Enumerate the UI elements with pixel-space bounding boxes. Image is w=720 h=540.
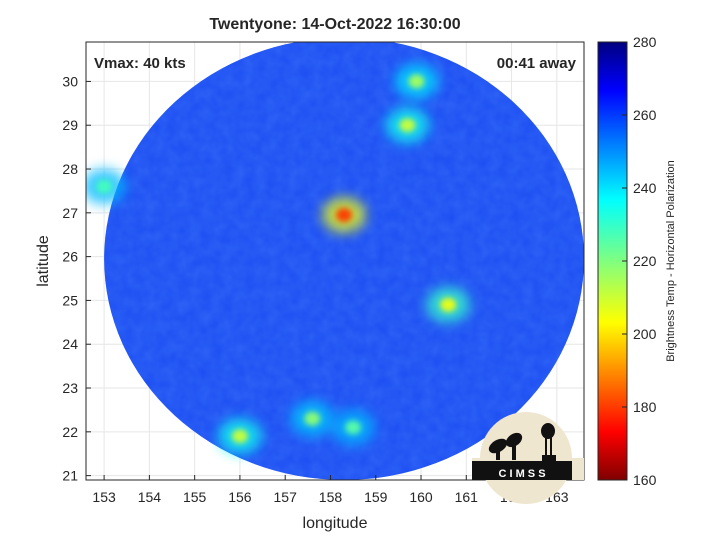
x-tick-label: 155 (183, 489, 207, 505)
swath-texture (104, 42, 584, 480)
x-tick-label: 156 (228, 489, 252, 505)
colorbar-tick-label: 180 (633, 399, 657, 415)
x-tick-label: 161 (455, 489, 479, 505)
colorbar-tick-label: 240 (633, 180, 657, 196)
feature-core-east-band-mid (399, 118, 416, 133)
y-axis-label: latitude (35, 235, 52, 287)
feature-core-south-east-cell (345, 420, 362, 435)
x-tick-label: 160 (409, 489, 433, 505)
y-axis-ticks: 21 22 23 24 25 26 27 28 29 30 (62, 73, 91, 484)
figure-title: Twentyone: 14-Oct-2022 16:30:00 (209, 16, 460, 33)
colorbar-label: Brightness Temp - Horizontal Polarizatio… (665, 160, 677, 362)
x-tick-label: 153 (92, 489, 116, 505)
colorbar-ticks: 160 180 200 220 240 260 280 (622, 34, 657, 488)
y-tick-label: 24 (62, 336, 78, 352)
y-tick-label: 30 (62, 73, 78, 89)
convection-features (86, 63, 471, 455)
y-tick-label: 28 (62, 161, 78, 177)
feature-core-east-band-north (408, 74, 425, 89)
x-tick-label: 159 (364, 489, 388, 505)
axes-box (85, 41, 585, 481)
colorbar-tick-label: 220 (633, 253, 657, 269)
feature-core-west-bright-dot (231, 429, 248, 444)
feature-core-east-cell (440, 297, 457, 312)
colorbar-tick-label: 280 (633, 34, 657, 50)
y-tick-label: 25 (62, 292, 78, 308)
x-tick-label: 158 (319, 489, 343, 505)
y-tick-label: 22 (62, 424, 78, 440)
y-tick-label: 21 (62, 468, 78, 484)
colorbar-tick-label: 200 (633, 326, 657, 342)
vmax-annotation: Vmax: 40 kts (94, 55, 186, 72)
y-tick-label: 23 (62, 380, 78, 396)
time-away-annotation: 00:41 away (497, 55, 577, 72)
logo-text: C I M S S (498, 468, 545, 480)
colorbar-tick-label: 160 (633, 472, 657, 488)
feature-core-hot-core (336, 208, 353, 223)
x-tick-label: 154 (138, 489, 162, 505)
x-axis-label: longitude (303, 515, 368, 532)
y-tick-label: 27 (62, 205, 78, 221)
colorbar-tick-label: 260 (633, 107, 657, 123)
feature-core-south-cell (304, 411, 321, 426)
brightness-temperature-swath (86, 42, 584, 480)
y-tick-label: 29 (62, 117, 78, 133)
feature-core-west-edge (96, 179, 113, 194)
cimss-logo: C I M S S (472, 412, 584, 504)
y-tick-label: 26 (62, 249, 78, 265)
x-tick-label: 157 (274, 489, 298, 505)
